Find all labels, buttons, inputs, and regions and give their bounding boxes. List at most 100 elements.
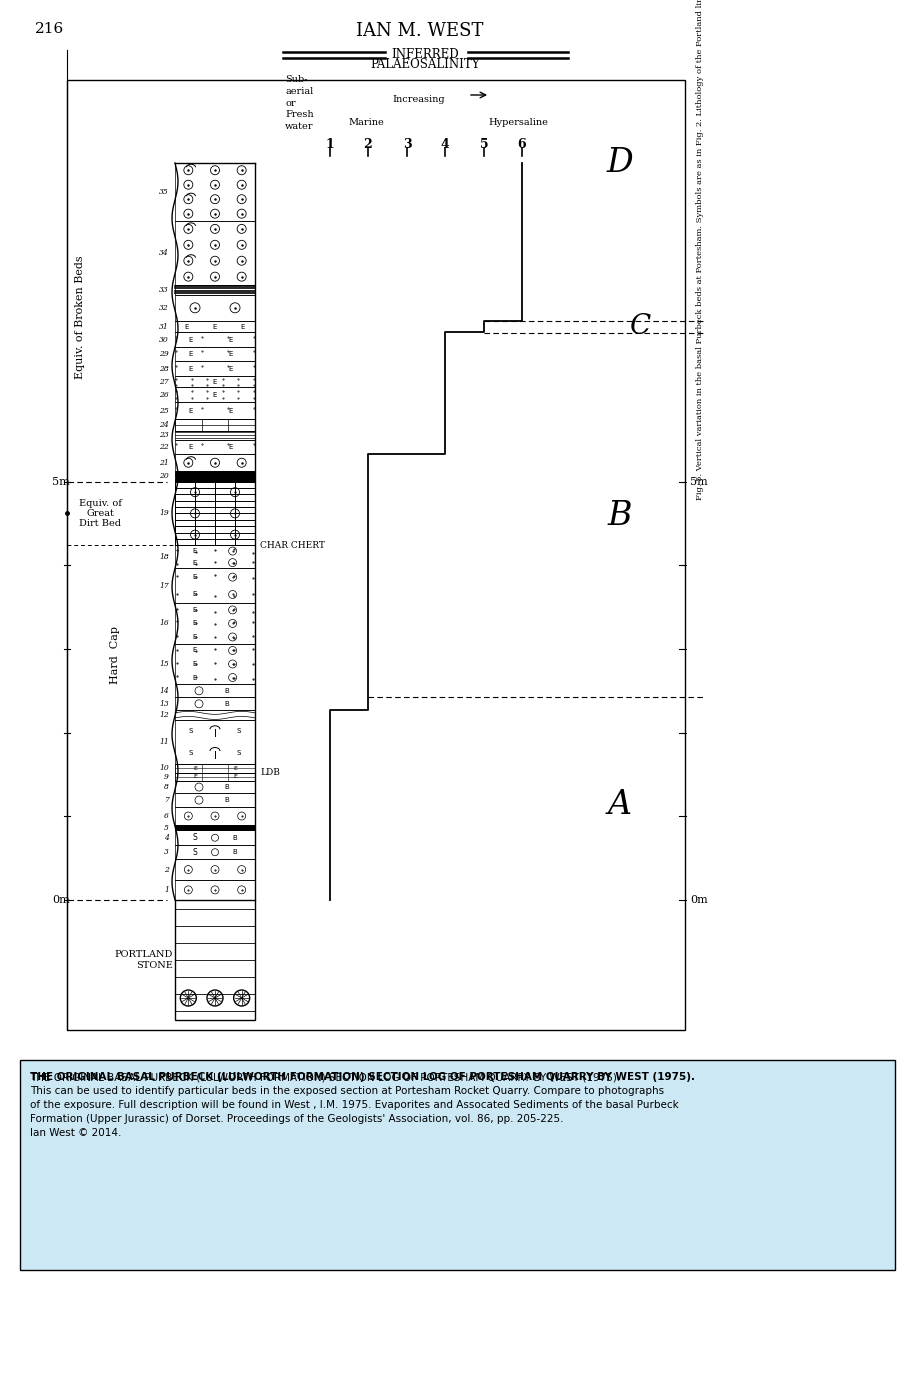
Text: 12: 12 [159, 711, 169, 720]
Text: PORTLAND
STONE: PORTLAND STONE [114, 951, 173, 970]
Text: 28: 28 [159, 364, 169, 372]
Text: 30: 30 [159, 336, 169, 343]
Text: E: E [193, 620, 198, 626]
Text: 14: 14 [159, 687, 169, 694]
Text: 5m: 5m [52, 476, 70, 487]
Text: CHAR CHERT: CHAR CHERT [260, 540, 325, 550]
Text: E: E [193, 608, 198, 613]
Bar [175, 710, 255, 721]
Text: E: E [193, 766, 197, 771]
Bar [175, 860, 255, 879]
Text: 6: 6 [518, 139, 526, 151]
Text: E: E [188, 444, 193, 449]
Text: 5m: 5m [690, 476, 707, 487]
Text: E: E [213, 323, 217, 329]
Text: E: E [193, 574, 198, 580]
Text: 2: 2 [164, 865, 169, 874]
Text: E: E [229, 444, 233, 449]
Text: PALAEOSALINITY: PALAEOSALINITY [371, 57, 479, 71]
Bar [175, 644, 255, 685]
Bar [175, 375, 255, 388]
Text: E: E [193, 591, 198, 598]
Text: 10: 10 [159, 764, 169, 773]
Text: E: E [193, 675, 198, 680]
Bar [175, 388, 255, 402]
Text: E: E [213, 392, 217, 398]
Text: LDB: LDB [260, 769, 280, 777]
Text: S: S [237, 750, 242, 756]
Text: 5: 5 [164, 823, 169, 832]
Text: 4: 4 [164, 834, 169, 841]
Text: S: S [188, 750, 193, 756]
Text: 1: 1 [326, 139, 334, 151]
Bar [175, 825, 255, 830]
Text: A: A [608, 790, 632, 822]
Bar [175, 221, 255, 284]
Text: E: E [193, 560, 198, 566]
Bar [175, 347, 255, 361]
Text: 32: 32 [159, 304, 169, 312]
Text: 22: 22 [159, 442, 169, 451]
Bar [175, 419, 255, 431]
Text: 21: 21 [159, 459, 169, 466]
Text: S: S [188, 728, 193, 735]
Bar [175, 830, 255, 846]
Bar [175, 792, 255, 808]
Text: 5: 5 [479, 139, 489, 151]
Text: S: S [237, 728, 242, 735]
Text: 3: 3 [403, 139, 412, 151]
Text: 0m: 0m [52, 895, 70, 904]
Text: 0m: 0m [690, 895, 707, 904]
Text: Equiv. of Broken Beds: Equiv. of Broken Beds [75, 255, 85, 379]
Text: THE ORIGINAL BASAL PURBECK (LULWORTH FORMATION) SECTION LOG OF PORTESHAM QUARRY : THE ORIGINAL BASAL PURBECK (LULWORTH FOR… [30, 1072, 695, 1082]
Text: E: E [185, 323, 189, 329]
Text: E: E [241, 323, 245, 329]
Text: 23: 23 [159, 431, 169, 440]
Text: E: E [193, 774, 197, 780]
Text: 2: 2 [363, 139, 372, 151]
Bar [175, 482, 255, 545]
Text: E: E [193, 661, 198, 666]
Bar [175, 284, 255, 295]
Text: Hypersaline: Hypersaline [488, 118, 548, 127]
Text: B: B [232, 850, 237, 855]
Text: E: E [193, 547, 198, 554]
Text: B: B [232, 834, 237, 841]
Text: E: E [229, 365, 233, 371]
Bar [175, 472, 255, 482]
Text: Hard  Cap: Hard Cap [110, 626, 120, 683]
Text: E: E [193, 647, 198, 654]
Bar [175, 440, 255, 454]
Text: 26: 26 [159, 391, 169, 399]
Text: 17: 17 [159, 582, 169, 589]
Text: 11: 11 [159, 738, 169, 746]
Text: THE ORIGINAL BASAL PURBECK (LULWORTH FORMATION) SECTION LOG OF PORTESHAM QUARRY : THE ORIGINAL BASAL PURBECK (LULWORTH FOR… [30, 1072, 679, 1138]
Bar [175, 808, 255, 825]
Text: IAN M. WEST: IAN M. WEST [356, 22, 484, 41]
Text: E: E [188, 365, 193, 371]
Text: B: B [224, 784, 230, 790]
Bar [175, 402, 255, 419]
Bar [175, 846, 255, 860]
Text: E: E [229, 336, 233, 343]
Text: INFERRED: INFERRED [392, 48, 458, 62]
Text: Marine: Marine [348, 118, 383, 127]
Bar [175, 321, 255, 332]
Text: B: B [224, 797, 230, 804]
Bar [175, 472, 255, 482]
Text: 6: 6 [164, 812, 169, 820]
Text: Fig. 5. Vertical variation in the basal Purbeck beds at Portesham. Symbols are a: Fig. 5. Vertical variation in the basal … [696, 0, 704, 500]
Bar [175, 332, 255, 347]
Text: D: D [607, 147, 633, 179]
Text: 19: 19 [159, 510, 169, 518]
Text: 35: 35 [159, 188, 169, 196]
Text: 7: 7 [164, 797, 169, 804]
Text: 4: 4 [441, 139, 449, 151]
Text: 15: 15 [159, 659, 169, 668]
Text: 16: 16 [159, 619, 169, 627]
Text: 18: 18 [159, 553, 169, 561]
Text: E: E [188, 351, 193, 357]
Bar [175, 568, 255, 603]
Text: 8: 8 [164, 783, 169, 791]
Text: B: B [224, 701, 230, 707]
